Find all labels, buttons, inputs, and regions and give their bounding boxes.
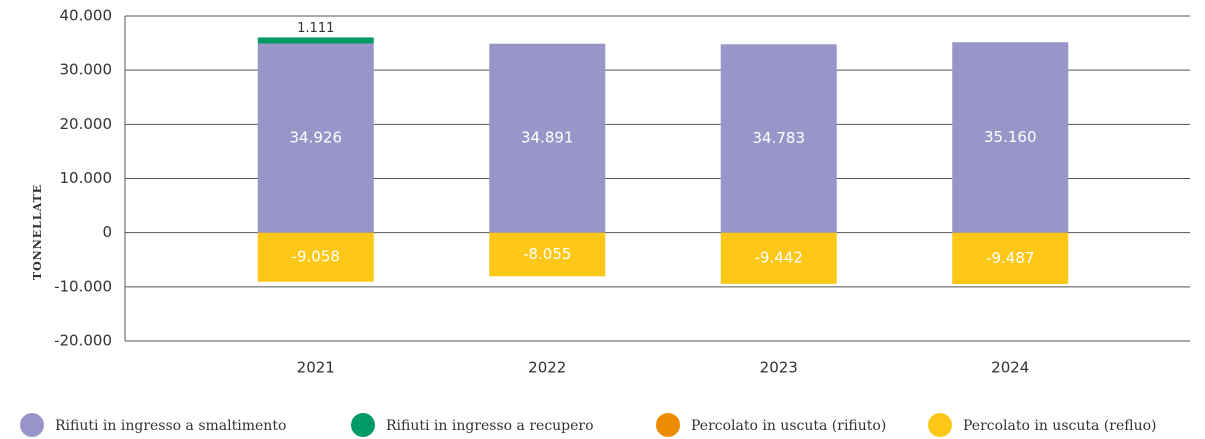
bar-segment bbox=[952, 42, 1069, 233]
bar-segment bbox=[257, 43, 374, 233]
bar-segment bbox=[257, 37, 374, 44]
data-label: 34.926 bbox=[290, 129, 343, 147]
data-label: -9.442 bbox=[755, 249, 803, 267]
y-axis-label: TONNELLATE bbox=[31, 184, 44, 280]
legend-swatch bbox=[928, 413, 952, 437]
data-label: 34.783 bbox=[753, 129, 806, 147]
y-tick-label: -20.000 bbox=[54, 332, 112, 350]
y-tick-label: 0 bbox=[102, 223, 112, 241]
y-tick-label: 40.000 bbox=[60, 7, 113, 25]
y-tick-label: 30.000 bbox=[60, 61, 113, 79]
data-label: -9.487 bbox=[986, 249, 1034, 267]
x-tick-label: 2021 bbox=[297, 359, 335, 377]
legend-label: Rifiuti in ingresso a smaltimento bbox=[55, 418, 286, 434]
bar-segment bbox=[489, 43, 606, 233]
data-label: -9.058 bbox=[292, 248, 340, 266]
legend-label: Rifiuti in ingresso a recupero bbox=[386, 418, 594, 434]
legend-swatch bbox=[20, 413, 44, 437]
x-tick-label: 2022 bbox=[528, 359, 566, 377]
legend-label: Percolato in uscuta (rifiuto) bbox=[691, 418, 886, 434]
bar-segment bbox=[952, 232, 1069, 285]
bar-segment bbox=[720, 44, 837, 233]
bar-segment bbox=[257, 232, 374, 282]
legend-swatch bbox=[656, 413, 680, 437]
bar-segment bbox=[489, 232, 606, 277]
y-tick-label: -10.000 bbox=[54, 277, 112, 295]
x-tick-label: 2024 bbox=[991, 359, 1029, 377]
legend-label: Percolato in uscuta (refluo) bbox=[963, 418, 1156, 434]
data-label: 35.160 bbox=[984, 128, 1037, 146]
y-tick-label: 20.000 bbox=[60, 115, 113, 133]
legend-swatch bbox=[351, 413, 375, 437]
data-label: 1.111 bbox=[297, 21, 334, 36]
y-tick-label: 10.000 bbox=[60, 169, 113, 187]
data-label: -8.055 bbox=[523, 245, 571, 263]
data-label: 34.891 bbox=[521, 129, 574, 147]
bar-segment bbox=[720, 232, 837, 284]
x-tick-label: 2023 bbox=[760, 359, 798, 377]
